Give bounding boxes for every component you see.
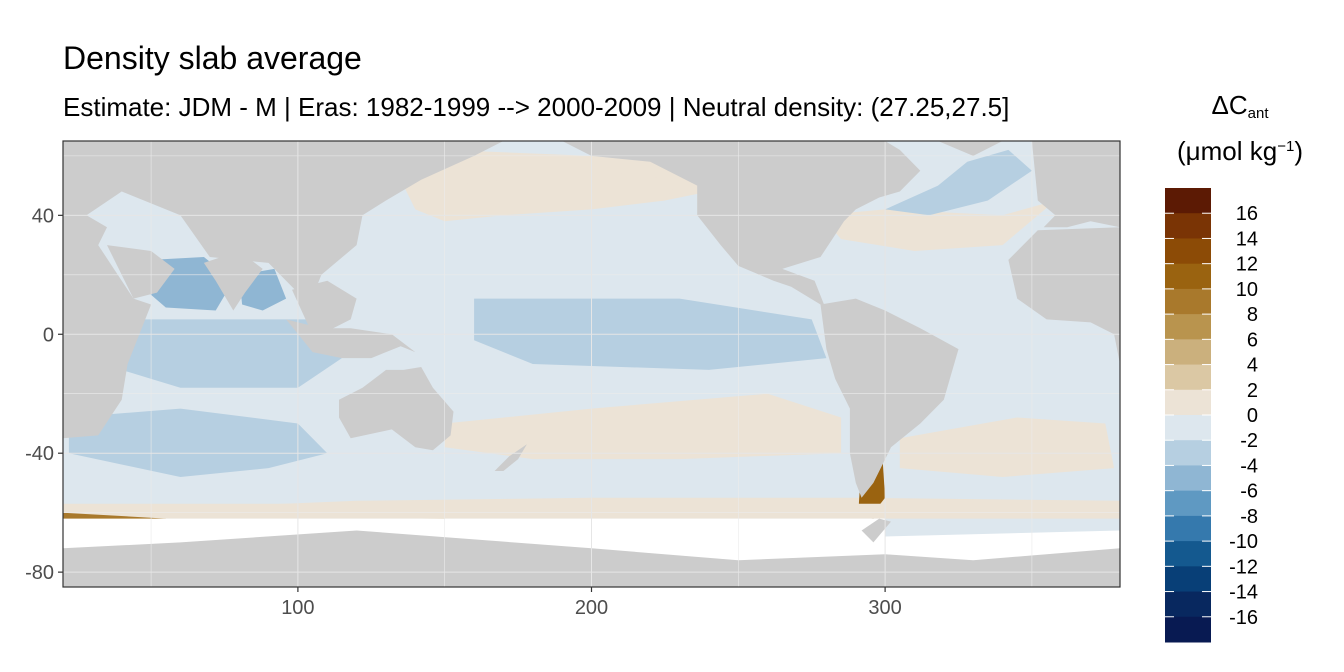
colorbar-label: -10 [1229, 531, 1258, 553]
colorbar-label: 16 [1236, 203, 1258, 225]
colorbar-label: 0 [1247, 405, 1258, 427]
land-west-africa [1008, 227, 1120, 364]
colorbar-label: 10 [1236, 279, 1258, 301]
colorbar-swatch [1165, 339, 1211, 366]
colorbar-swatch [1165, 263, 1211, 290]
land-africa [63, 141, 240, 439]
colorbar-swatch [1165, 490, 1211, 517]
land-north-america [562, 141, 921, 311]
field-patch-south-pacific [444, 393, 842, 460]
y-tick-label: -40 [25, 443, 54, 465]
colorbar-swatch [1165, 288, 1211, 315]
colorbar-label: -4 [1240, 455, 1258, 477]
colorbar-label: 2 [1247, 380, 1258, 402]
colorbar-swatch [1165, 415, 1211, 441]
land-arabia [107, 245, 175, 299]
chart-subtitle: Estimate: JDM - M | Eras: 1982-1999 --> … [63, 92, 1010, 122]
colorbar-swatch [1165, 541, 1211, 567]
legend-unit-suffix: ) [1294, 136, 1303, 166]
colorbar: 16 14 12 10 8 6 4 2 0 -2 -4 -6 -8 -10 -12 -14 -16 [1165, 188, 1258, 643]
data-region-7 [885, 149, 1032, 216]
land-europe [1031, 141, 1120, 228]
colorbar-label: -14 [1229, 582, 1258, 604]
colorbar-label: -8 [1240, 506, 1258, 528]
legend-title-unit: (μmol kg−1) [1160, 138, 1320, 164]
colorbar-swatch [1165, 389, 1211, 416]
colorbar-label: -12 [1229, 556, 1258, 578]
land-asia [121, 141, 504, 305]
colorbar-swatch [1165, 238, 1211, 265]
legend-title-variable: ΔCant [1180, 92, 1300, 121]
land-antarctic-peninsula [861, 518, 891, 543]
land-new-zealand [494, 444, 527, 471]
colorbar-label: 6 [1247, 329, 1258, 351]
y-tick-label: 0 [43, 324, 54, 346]
x-tick-label: 300 [868, 597, 901, 619]
colorbar-swatch [1165, 465, 1211, 492]
colorbar-swatch [1165, 213, 1211, 239]
colorbar-label: -2 [1240, 430, 1258, 452]
colorbar-swatch [1165, 515, 1211, 542]
colorbar-label: 4 [1247, 355, 1258, 377]
chart-title: Density slab average [63, 40, 362, 76]
x-tick-label: 200 [575, 597, 608, 619]
land-indonesia [286, 319, 416, 359]
colorbar-label: -6 [1240, 481, 1258, 503]
land-australia [339, 367, 454, 451]
x-tick-label: 100 [281, 597, 314, 619]
land-south-america [820, 298, 959, 498]
y-tick-label: -80 [25, 562, 54, 584]
grid-lines [63, 141, 1120, 587]
legend-title-subscript: ant [1247, 105, 1269, 122]
data-region-8 [121, 319, 342, 388]
field-patch-south-atlantic [899, 417, 1115, 477]
colorbar-swatch [1165, 440, 1211, 466]
legend-unit-prefix: (μmol kg [1177, 136, 1278, 166]
land-greenland [938, 141, 1003, 156]
colorbar-swatch [1165, 616, 1211, 643]
field-patch-south-indian-ocean [68, 408, 328, 477]
data-region-10 [444, 170, 680, 210]
land-india [203, 251, 263, 311]
land-southeast-asia [292, 280, 357, 335]
colorbar-swatch [1165, 188, 1211, 214]
plot-panel [63, 141, 1120, 587]
colorbar-swatch [1165, 314, 1211, 340]
colorbar-label: 12 [1236, 254, 1258, 276]
legend-title-symbol: ΔC [1211, 90, 1248, 120]
colorbar-swatch [1165, 364, 1211, 391]
y-tick-label: 40 [32, 205, 54, 227]
colorbar-swatch [1165, 566, 1211, 593]
legend-unit-superscript: −1 [1277, 138, 1295, 155]
field-patch-north-atlantic [820, 200, 1056, 251]
colorbar-swatch [1165, 591, 1211, 618]
colorbar-label: 8 [1247, 304, 1258, 326]
colorbar-label: 14 [1236, 228, 1258, 250]
colorbar-label: -16 [1229, 607, 1258, 629]
